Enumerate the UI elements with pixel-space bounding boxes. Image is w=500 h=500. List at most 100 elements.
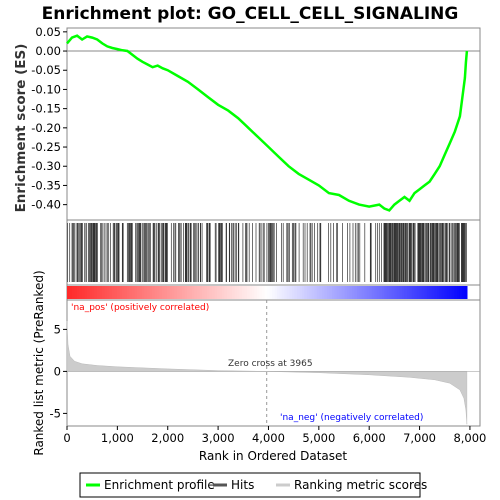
heatmap-cell xyxy=(249,286,253,299)
heatmap-cell xyxy=(202,286,206,299)
heatmap-cell xyxy=(102,286,106,299)
heatmap-cell xyxy=(334,286,338,299)
heatmap-cell xyxy=(172,286,176,299)
heatmap-cell xyxy=(424,286,428,299)
x-ticks: 0 1,000 2,000 3,000 4,000 5,000 6,000 7,000 8,00… xyxy=(63,426,486,445)
heatmap-cell xyxy=(204,286,208,299)
ranking-metric-area xyxy=(66,320,468,425)
metric-y-tick-label: -5 xyxy=(50,406,61,420)
heatmap-cell xyxy=(309,286,313,299)
heatmap-cell xyxy=(366,286,370,299)
legend-label-enrichment: Enrichment profile xyxy=(104,478,215,492)
heatmap-cell xyxy=(426,286,430,299)
heatmap-cell xyxy=(326,286,330,299)
heatmap-cell xyxy=(274,286,278,299)
heatmap-cell xyxy=(461,286,465,299)
heatmap-cell xyxy=(189,286,193,299)
heatmap-cell xyxy=(252,286,256,299)
heatmap-cell xyxy=(167,286,171,299)
heatmap-cell xyxy=(79,286,83,299)
es-y-tick-label: -0.25 xyxy=(31,140,61,154)
x-tick-label: 6,000 xyxy=(353,431,386,445)
heatmap-cell xyxy=(87,286,91,299)
heatmap-cell xyxy=(316,286,320,299)
heatmap-cell xyxy=(296,286,300,299)
heatmap-cell xyxy=(284,286,288,299)
heatmap-cell xyxy=(222,286,226,299)
heatmap-cell xyxy=(107,286,111,299)
heatmap-cell xyxy=(341,286,345,299)
heatmap-cell xyxy=(351,286,355,299)
heatmap-gradient xyxy=(67,286,468,299)
heatmap-cell xyxy=(356,286,360,299)
heatmap-cell xyxy=(354,286,358,299)
heatmap-cell xyxy=(142,286,146,299)
heatmap-cell xyxy=(224,286,228,299)
heatmap-cell xyxy=(267,286,271,299)
heatmap-cell xyxy=(194,286,198,299)
hit-markers xyxy=(67,223,467,282)
es-y-tick-label: -0.10 xyxy=(31,82,61,96)
heatmap-cell xyxy=(386,286,390,299)
es-y-tick-label: -0.40 xyxy=(31,198,61,212)
heatmap-cell xyxy=(197,286,201,299)
heatmap-cell xyxy=(149,286,153,299)
heatmap-cell xyxy=(269,286,273,299)
heatmap-cell xyxy=(436,286,440,299)
heatmap-cell xyxy=(444,286,448,299)
legend-label-metric: Ranking metric scores xyxy=(294,478,427,492)
heatmap-cell xyxy=(409,286,413,299)
heatmap-cell xyxy=(239,286,243,299)
heatmap-cell xyxy=(381,286,385,299)
heatmap-cell xyxy=(449,286,453,299)
heatmap-cell xyxy=(114,286,118,299)
heatmap-cell xyxy=(399,286,403,299)
heatmap-cell xyxy=(234,286,238,299)
heatmap-cell xyxy=(134,286,138,299)
heatmap-cell xyxy=(349,286,353,299)
es-y-axis-label: Enrichment score (ES) xyxy=(13,44,29,213)
heatmap-cell xyxy=(361,286,365,299)
legend-label-hits: Hits xyxy=(231,478,254,492)
es-y-tick-label: -0.05 xyxy=(31,63,61,77)
heatmap-cell xyxy=(454,286,458,299)
heatmap-cell xyxy=(391,286,395,299)
heatmap-cell xyxy=(286,286,290,299)
heatmap-cell xyxy=(314,286,318,299)
heatmap-cell xyxy=(446,286,450,299)
heatmap-cell xyxy=(411,286,415,299)
heatmap-cell xyxy=(384,286,388,299)
heatmap-cell xyxy=(164,286,168,299)
heatmap-cell xyxy=(89,286,93,299)
heatmap-cell xyxy=(82,286,86,299)
heatmap-cell xyxy=(67,286,71,299)
heatmap-cell xyxy=(212,286,216,299)
heatmap-cell xyxy=(421,286,425,299)
neg-correlated-label: 'na_neg' (negatively correlated) xyxy=(280,413,423,423)
heatmap-cell xyxy=(379,286,383,299)
heatmap-cell xyxy=(339,286,343,299)
heatmap-cell xyxy=(217,286,221,299)
x-tick-label: 1,000 xyxy=(101,431,134,445)
es-y-ticks: 0.05 0.00 -0.05 -0.10 -0.15 -0.20 -0.25 -0.30 -0… xyxy=(31,25,67,212)
heatmap-cell xyxy=(429,286,433,299)
heatmap-cell xyxy=(419,286,423,299)
heatmap-cell xyxy=(319,286,323,299)
heatmap-cell xyxy=(374,286,378,299)
heatmap-cell xyxy=(129,286,133,299)
heatmap-cell xyxy=(182,286,186,299)
heatmap-cell xyxy=(137,286,141,299)
heatmap-cell xyxy=(464,286,468,299)
heatmap-cell xyxy=(277,286,281,299)
heatmap-cell xyxy=(112,286,116,299)
x-tick-label: 2,000 xyxy=(151,431,184,445)
heatmap-cell xyxy=(306,286,310,299)
heatmap-cell xyxy=(301,286,305,299)
heatmap-cell xyxy=(174,286,178,299)
heatmap-cell xyxy=(219,286,223,299)
es-y-tick-label: 0.00 xyxy=(35,44,61,58)
heatmap-cell xyxy=(262,286,266,299)
heatmap-cell xyxy=(434,286,438,299)
es-y-tick-label: -0.35 xyxy=(31,178,61,192)
heatmap-cell xyxy=(94,286,98,299)
